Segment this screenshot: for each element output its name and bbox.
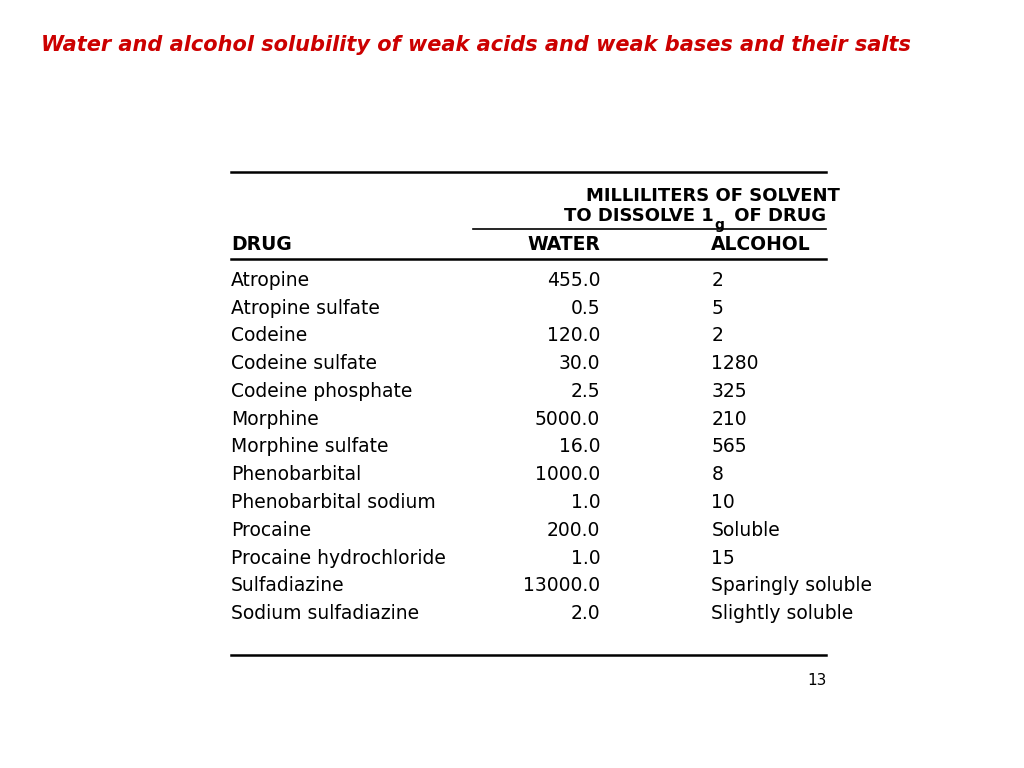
Text: Codeine phosphate: Codeine phosphate <box>231 382 413 401</box>
Text: 325: 325 <box>712 382 746 401</box>
Text: Sodium sulfadiazine: Sodium sulfadiazine <box>231 604 419 624</box>
Text: DRUG: DRUG <box>231 235 292 254</box>
Text: Phenobarbital: Phenobarbital <box>231 465 361 485</box>
Text: g: g <box>714 217 724 232</box>
Text: Codeine: Codeine <box>231 326 307 346</box>
Text: 8: 8 <box>712 465 723 485</box>
Text: ALCOHOL: ALCOHOL <box>712 235 811 254</box>
Text: 565: 565 <box>712 438 746 456</box>
Text: 1.0: 1.0 <box>570 548 600 568</box>
Text: Phenobarbital sodium: Phenobarbital sodium <box>231 493 436 512</box>
Text: 2.0: 2.0 <box>570 604 600 624</box>
Text: Codeine sulfate: Codeine sulfate <box>231 354 377 373</box>
Text: WATER: WATER <box>527 235 600 254</box>
Text: 13000.0: 13000.0 <box>523 577 600 595</box>
Text: Sulfadiazine: Sulfadiazine <box>231 577 345 595</box>
Text: Water and alcohol solubility of weak acids and weak bases and their salts: Water and alcohol solubility of weak aci… <box>41 35 910 55</box>
Text: 1.0: 1.0 <box>570 493 600 512</box>
Text: 16.0: 16.0 <box>559 438 600 456</box>
Text: Sparingly soluble: Sparingly soluble <box>712 577 872 595</box>
Text: MILLILITERS OF SOLVENT: MILLILITERS OF SOLVENT <box>587 187 841 204</box>
Text: TO DISSOLVE 1: TO DISSOLVE 1 <box>563 207 714 225</box>
Text: Atropine: Atropine <box>231 270 310 290</box>
Text: Soluble: Soluble <box>712 521 780 540</box>
Text: 1280: 1280 <box>712 354 759 373</box>
Text: 13: 13 <box>807 673 826 688</box>
Text: 5000.0: 5000.0 <box>535 409 600 429</box>
Text: 210: 210 <box>712 409 746 429</box>
Text: 120.0: 120.0 <box>547 326 600 346</box>
Text: Atropine sulfate: Atropine sulfate <box>231 299 380 317</box>
Text: Morphine sulfate: Morphine sulfate <box>231 438 389 456</box>
Text: Slightly soluble: Slightly soluble <box>712 604 854 624</box>
Text: 200.0: 200.0 <box>547 521 600 540</box>
Text: 1000.0: 1000.0 <box>535 465 600 485</box>
Text: 15: 15 <box>712 548 735 568</box>
Text: Procaine: Procaine <box>231 521 311 540</box>
Text: OF DRUG: OF DRUG <box>728 207 825 225</box>
Text: 455.0: 455.0 <box>547 270 600 290</box>
Text: 2: 2 <box>712 270 723 290</box>
Text: 5: 5 <box>712 299 723 317</box>
Text: 30.0: 30.0 <box>559 354 600 373</box>
Text: 0.5: 0.5 <box>570 299 600 317</box>
Text: 10: 10 <box>712 493 735 512</box>
Text: 2.5: 2.5 <box>570 382 600 401</box>
Text: Procaine hydrochloride: Procaine hydrochloride <box>231 548 446 568</box>
Text: 2: 2 <box>712 326 723 346</box>
Text: Morphine: Morphine <box>231 409 318 429</box>
